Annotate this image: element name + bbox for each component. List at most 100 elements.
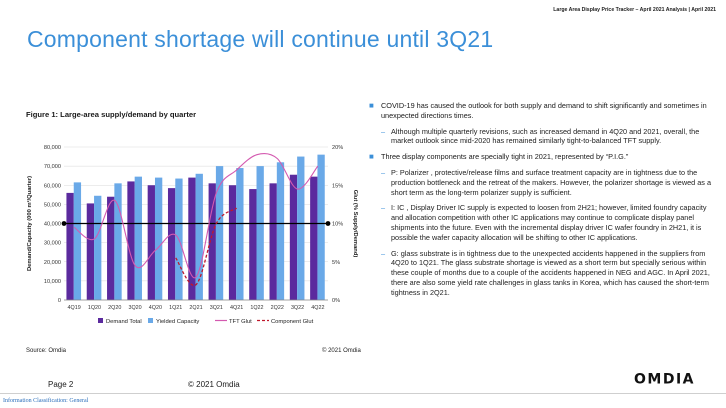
figure-caption: Figure 1: Large-area supply/demand by qu… <box>26 110 197 119</box>
bar-demand-total <box>127 181 135 300</box>
sub-bullet-text: P: Polarizer , protective/release films … <box>391 167 712 197</box>
bar-demand-total <box>228 185 237 300</box>
header-text: Large Area Display Price Tracker – April… <box>553 7 716 13</box>
bar-demand-total <box>289 174 298 300</box>
y-tick-label: 30,000 <box>44 241 61 247</box>
dash-icon: – <box>381 126 386 136</box>
footer-divider <box>0 393 726 394</box>
sub-bullet-item: – I: IC , Display Driver IC supply is ex… <box>368 203 713 242</box>
y-tick-label: 80,000 <box>44 145 61 151</box>
y2-tick-label: 20% <box>332 145 343 151</box>
bullet-item: ■ Three display components are specially… <box>368 152 713 162</box>
sub-bullet-text: Although multiple quarterly revisions, s… <box>391 126 700 146</box>
x-tick-label: 1Q21 <box>169 305 182 311</box>
reference-line-start-marker <box>61 221 67 226</box>
chart-source: Source: Omdia <box>26 348 67 354</box>
x-tick-label: 2Q20 <box>108 305 121 311</box>
sub-bullet-item: – G: glass substrate is in tightness due… <box>368 249 713 298</box>
dash-icon: – <box>381 203 386 213</box>
legend-demand-total: Demand Total <box>106 319 142 325</box>
bar-demand-total <box>310 176 318 300</box>
bar-yielded-capacity <box>276 162 285 300</box>
logo-text: OMDIA <box>634 372 695 386</box>
bar-yielded-capacity <box>215 166 224 300</box>
x-tick-label: 2Q21 <box>189 305 202 311</box>
bar-yielded-capacity <box>297 156 305 300</box>
legend-tft-glut: TFT Glut <box>229 319 252 325</box>
x-tick-label: 4Q21 <box>230 305 243 311</box>
y-axis-title: Demand/Capacity (000 m²/Quarter) <box>26 176 33 271</box>
x-tick-label: 3Q22 <box>291 305 304 311</box>
bar-yielded-capacity <box>195 173 203 300</box>
bar-demand-total <box>86 203 95 300</box>
y-tick-label: 0 <box>58 298 61 304</box>
chart-legend: Demand Total Yielded Capacity TFT Glut Comp… <box>98 318 314 325</box>
x-tick-label: 1Q20 <box>88 305 101 311</box>
page-number: Page 2 <box>48 380 74 389</box>
x-tick-label: 1Q22 <box>250 305 263 311</box>
bar-demand-total <box>188 177 196 300</box>
y-tick-label: 20,000 <box>44 260 61 266</box>
y-tick-label: 50,000 <box>44 202 61 208</box>
bar-yielded-capacity <box>256 166 264 300</box>
bullet-icon: ■ <box>369 152 374 162</box>
omdia-logo: OMDIA <box>634 372 695 386</box>
x-tick-label: 4Q19 <box>68 305 81 311</box>
dash-icon: – <box>381 248 386 258</box>
chart-reference-line <box>61 221 331 226</box>
bullet-text: COVID-19 has caused the outlook for both… <box>381 101 707 120</box>
component-glut-line <box>175 207 237 287</box>
footer-copyright: © 2021 Omdia <box>188 380 240 389</box>
bar-demand-total <box>107 196 115 300</box>
x-tick-label: 4Q20 <box>149 305 162 311</box>
chart-copyright: © 2021 Omdia <box>322 348 361 354</box>
page-title: Component shortage will continue until 3… <box>27 26 494 52</box>
sub-bullet-item: – Although multiple quarterly revisions,… <box>368 127 713 147</box>
legend-yielded-capacity: Yielded Capacity <box>156 319 199 325</box>
bar-yielded-capacity <box>317 154 325 300</box>
x-tick-label: 3Q21 <box>210 305 223 311</box>
bar-demand-total <box>269 183 277 300</box>
chart-lines <box>73 152 319 287</box>
tft-glut-line <box>73 152 319 279</box>
y2-tick-label: 10% <box>332 222 343 228</box>
bar-yielded-capacity <box>134 176 142 300</box>
bar-yielded-capacity <box>236 168 244 300</box>
legend-yielded-capacity-swatch <box>148 318 153 323</box>
supply-demand-chart: 0 10,000 20,000 30,000 40,000 50,000 60,000 70,… <box>26 145 358 325</box>
x-tick-label: 3Q20 <box>128 305 141 311</box>
dash-icon: – <box>381 167 386 177</box>
legend-demand-total-swatch <box>98 318 103 323</box>
x-tick-label: 2Q22 <box>271 305 284 311</box>
bar-demand-total <box>208 183 216 300</box>
chart-bars <box>66 154 325 300</box>
bar-demand-total <box>249 189 257 300</box>
classification-label: Information Classification: General <box>3 398 89 404</box>
chart-axes: 0 10,000 20,000 30,000 40,000 50,000 60,000 70,… <box>26 145 358 311</box>
y-tick-label: 60,000 <box>44 183 61 189</box>
reference-line-end-marker <box>325 221 331 226</box>
bullet-item: ■ COVID-19 has caused the outlook for bo… <box>368 101 713 121</box>
bullet-icon: ■ <box>369 101 374 110</box>
y-tick-label: 70,000 <box>44 164 61 170</box>
y2-tick-label: 5% <box>332 260 340 266</box>
sub-bullet-text: G: glass substrate is in tightness due t… <box>391 248 710 297</box>
bar-demand-total <box>66 192 74 300</box>
bar-demand-total <box>147 185 155 300</box>
bullet-list: ■ COVID-19 has caused the outlook for bo… <box>368 101 713 304</box>
y2-tick-label: 15% <box>332 183 343 189</box>
y2-tick-label: 0% <box>332 298 340 304</box>
bar-yielded-capacity <box>114 183 122 300</box>
bar-yielded-capacity <box>154 177 163 300</box>
legend-component-glut: Component Glut <box>271 319 314 325</box>
sub-bullet-text: I: IC , Display Driver IC supply is expe… <box>391 203 707 242</box>
y2-axis-title: Glut (% Supply/Demand) <box>352 190 358 258</box>
y-tick-label: 40,000 <box>44 222 61 228</box>
x-tick-label: 4Q22 <box>311 305 324 311</box>
bar-yielded-capacity <box>73 182 82 300</box>
bar-demand-total <box>167 188 176 300</box>
bullet-text: Three display components are specially t… <box>381 152 629 162</box>
bar-yielded-capacity <box>94 195 102 300</box>
y-tick-label: 10,000 <box>44 279 61 285</box>
sub-bullet-item: – P: Polarizer , protective/release film… <box>368 168 713 197</box>
